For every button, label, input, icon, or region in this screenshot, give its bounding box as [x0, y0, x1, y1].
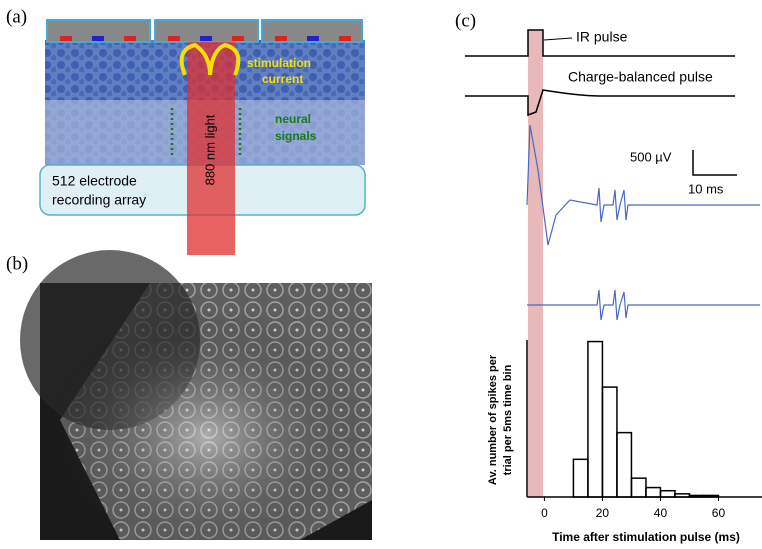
bar — [646, 488, 661, 497]
y-label: trial per 5ms time bin — [502, 364, 514, 475]
bar — [660, 491, 675, 497]
bar — [631, 478, 646, 497]
array-label: recording array — [52, 192, 146, 208]
cb-trace — [465, 90, 735, 115]
y-label: Av. number of spikes per — [487, 354, 499, 485]
x-tick-label: 0 — [541, 506, 548, 520]
electrodes — [47, 20, 362, 42]
scale-label: 500 µV — [630, 149, 672, 164]
cb-label: Charge-balanced pulse — [568, 69, 713, 85]
panel-label: (b) — [6, 253, 28, 274]
pulse-band — [528, 30, 543, 497]
scale-label: 10 ms — [688, 181, 724, 196]
pointer — [544, 38, 572, 40]
panel-label: (a) — [6, 6, 27, 27]
trace — [527, 290, 760, 320]
bar — [617, 433, 632, 497]
bar — [602, 387, 617, 497]
stim-label: stimulation — [247, 56, 311, 70]
array-label: 512 electrode — [52, 173, 137, 189]
bar — [689, 495, 704, 497]
x-tick-label: 60 — [712, 506, 726, 520]
ir-label: IR pulse — [576, 29, 628, 45]
x-tick-label: 40 — [654, 506, 668, 520]
neural-label: signals — [275, 129, 317, 143]
bar — [675, 494, 690, 497]
trace — [527, 125, 760, 245]
panel-label: (c) — [455, 10, 476, 31]
x-tick-label: 20 — [596, 506, 610, 520]
neural-label: neural — [275, 112, 311, 126]
scale-bar — [693, 150, 737, 175]
bar — [588, 342, 603, 497]
bar — [704, 495, 719, 497]
light-label: 880 nm light — [202, 114, 217, 185]
x-label: Time after stimulation pulse (ms) — [552, 530, 740, 544]
figure: (a) 512 electrode recording array 880 nm… — [0, 0, 762, 549]
bar — [573, 459, 588, 497]
stim-label: current — [262, 72, 303, 86]
micrograph — [20, 250, 372, 540]
